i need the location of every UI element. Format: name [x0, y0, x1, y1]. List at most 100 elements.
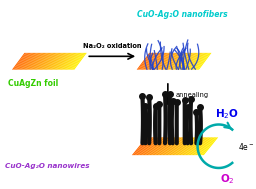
Polygon shape: [66, 53, 79, 70]
Polygon shape: [152, 53, 165, 70]
Polygon shape: [13, 53, 27, 70]
Polygon shape: [201, 137, 217, 155]
Polygon shape: [35, 53, 48, 70]
Polygon shape: [164, 137, 179, 155]
Polygon shape: [19, 53, 33, 70]
Polygon shape: [37, 53, 51, 70]
Polygon shape: [61, 53, 74, 70]
Polygon shape: [23, 53, 37, 70]
Polygon shape: [16, 53, 29, 70]
Polygon shape: [175, 53, 189, 70]
Polygon shape: [158, 137, 174, 155]
Polygon shape: [63, 53, 77, 70]
Polygon shape: [52, 53, 66, 70]
Polygon shape: [152, 137, 168, 155]
Polygon shape: [136, 137, 152, 155]
Polygon shape: [151, 137, 166, 155]
Polygon shape: [146, 137, 162, 155]
Polygon shape: [68, 53, 82, 70]
Polygon shape: [149, 137, 165, 155]
Polygon shape: [150, 53, 164, 70]
Polygon shape: [185, 53, 199, 70]
Polygon shape: [191, 137, 207, 155]
Polygon shape: [199, 137, 215, 155]
Polygon shape: [165, 137, 181, 155]
Polygon shape: [198, 137, 214, 155]
Polygon shape: [38, 53, 52, 70]
Polygon shape: [57, 53, 71, 70]
Polygon shape: [73, 53, 87, 70]
Polygon shape: [195, 53, 209, 70]
Polygon shape: [53, 53, 67, 70]
Polygon shape: [156, 137, 172, 155]
Polygon shape: [25, 53, 38, 70]
Polygon shape: [138, 137, 153, 155]
Polygon shape: [177, 53, 190, 70]
Polygon shape: [194, 53, 208, 70]
Polygon shape: [12, 53, 26, 70]
Polygon shape: [194, 137, 210, 155]
Polygon shape: [58, 53, 72, 70]
Polygon shape: [41, 53, 54, 70]
Polygon shape: [18, 53, 32, 70]
Polygon shape: [71, 53, 84, 70]
Polygon shape: [49, 53, 63, 70]
Polygon shape: [190, 53, 204, 70]
Polygon shape: [54, 53, 68, 70]
Polygon shape: [43, 53, 57, 70]
Polygon shape: [133, 137, 149, 155]
Polygon shape: [162, 53, 175, 70]
Polygon shape: [189, 53, 203, 70]
Polygon shape: [141, 53, 154, 70]
Polygon shape: [138, 53, 152, 70]
Polygon shape: [169, 137, 185, 155]
Text: H$_2$O: H$_2$O: [215, 107, 239, 121]
Polygon shape: [188, 137, 204, 155]
Polygon shape: [153, 137, 169, 155]
Polygon shape: [47, 53, 61, 70]
Polygon shape: [27, 53, 41, 70]
Polygon shape: [137, 53, 150, 70]
Polygon shape: [184, 137, 199, 155]
Polygon shape: [44, 53, 58, 70]
Polygon shape: [197, 137, 212, 155]
Polygon shape: [62, 53, 76, 70]
Text: CuAgZn foil: CuAgZn foil: [8, 79, 58, 88]
Polygon shape: [166, 137, 182, 155]
Polygon shape: [172, 53, 185, 70]
Polygon shape: [51, 53, 64, 70]
Polygon shape: [69, 53, 83, 70]
Polygon shape: [158, 53, 172, 70]
Polygon shape: [162, 137, 178, 155]
Polygon shape: [46, 53, 59, 70]
Polygon shape: [56, 53, 69, 70]
Polygon shape: [178, 137, 194, 155]
Polygon shape: [187, 53, 200, 70]
Polygon shape: [67, 53, 81, 70]
Polygon shape: [174, 53, 188, 70]
Polygon shape: [33, 53, 47, 70]
Polygon shape: [59, 53, 73, 70]
Polygon shape: [191, 53, 205, 70]
Text: CuO-Ag₂O nanowires: CuO-Ag₂O nanowires: [5, 163, 89, 169]
Polygon shape: [143, 137, 159, 155]
Polygon shape: [48, 53, 62, 70]
Polygon shape: [202, 137, 218, 155]
Polygon shape: [163, 53, 177, 70]
Polygon shape: [173, 53, 187, 70]
Polygon shape: [15, 53, 28, 70]
Polygon shape: [29, 53, 43, 70]
Polygon shape: [178, 53, 191, 70]
Text: annealing: annealing: [176, 92, 209, 98]
Polygon shape: [192, 137, 208, 155]
Polygon shape: [180, 53, 194, 70]
Polygon shape: [141, 137, 156, 155]
Polygon shape: [193, 53, 207, 70]
Polygon shape: [183, 53, 197, 70]
Polygon shape: [167, 53, 180, 70]
Polygon shape: [21, 53, 35, 70]
Polygon shape: [42, 53, 56, 70]
Text: O$_2$: O$_2$: [220, 172, 235, 186]
Text: 4e$^-$: 4e$^-$: [238, 141, 254, 152]
Polygon shape: [159, 53, 173, 70]
